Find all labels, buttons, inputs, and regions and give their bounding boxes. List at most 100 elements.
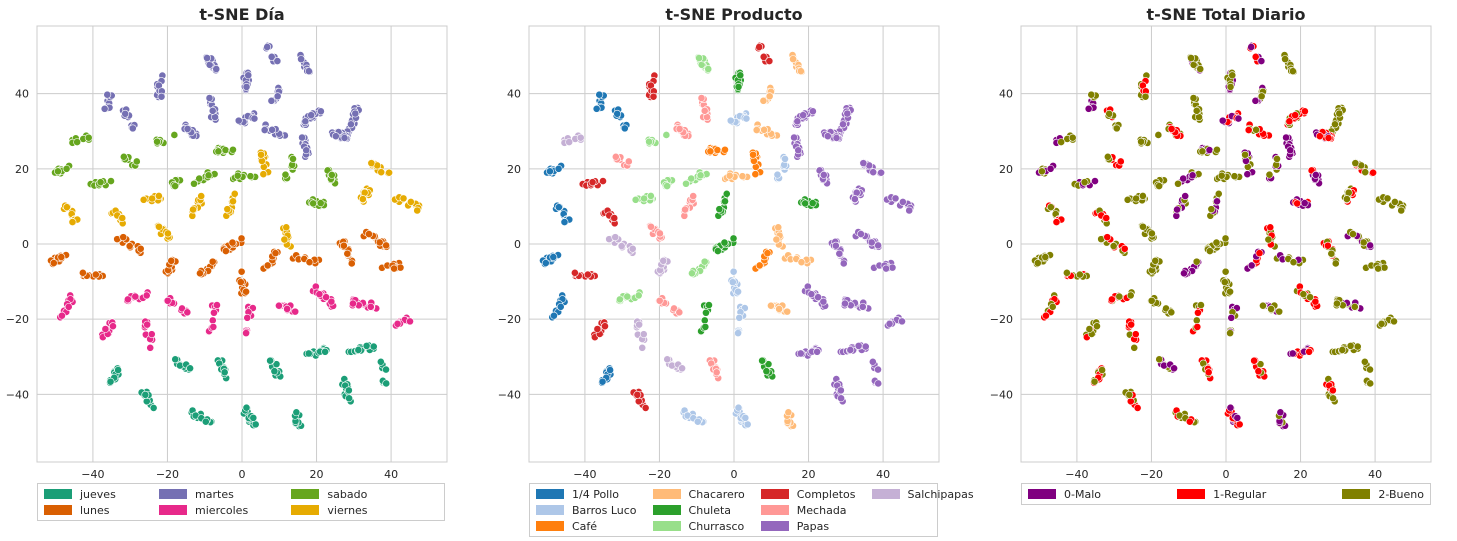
scatter-point [721, 145, 729, 154]
scatter-point [1102, 214, 1111, 222]
scatter-point [1138, 192, 1147, 200]
plot-frame [1020, 25, 1432, 463]
scatter-point [1361, 168, 1370, 177]
scatter-point [164, 229, 172, 238]
scatter-point [1093, 322, 1101, 331]
legend-swatch [291, 489, 320, 499]
scatter-point [546, 167, 554, 176]
scatter-point [823, 132, 832, 141]
scatter-point [700, 106, 709, 115]
scatter-point [149, 404, 158, 412]
scatter-point [1123, 195, 1132, 204]
scatter-point [304, 67, 313, 76]
scatter-point [763, 249, 772, 258]
scatter-point [1139, 222, 1147, 231]
x-tick-label: 0 [239, 468, 246, 480]
scatter-point [1218, 116, 1227, 125]
scatter-point [705, 301, 713, 309]
scatter-point [106, 377, 115, 386]
scatter-point [1366, 241, 1375, 250]
y-tick-label: 20 [15, 163, 29, 176]
scatter-point [270, 367, 279, 376]
scatter-point [399, 194, 408, 203]
scatter-point [244, 71, 253, 80]
scatter-point [700, 257, 709, 266]
scatter-point [237, 267, 246, 276]
scatter-point [213, 301, 221, 309]
plot-panel-total-diario: −40 −20 0 20 40 −40 −20 0 20 40 [990, 25, 1432, 480]
scatter-point [1235, 420, 1244, 429]
scatter-point [819, 297, 828, 306]
scatter-point [275, 301, 283, 310]
scatter-point [221, 247, 230, 255]
legend-item: Churrasco [652, 519, 745, 533]
scatter-point [271, 249, 280, 258]
scatter-point [170, 131, 179, 139]
scatter-point [349, 299, 357, 308]
scatter-point [1293, 199, 1302, 208]
scatter-point [832, 134, 841, 142]
scatter-point [1207, 205, 1216, 214]
scatter-point [617, 242, 626, 250]
scatter-point [592, 104, 601, 113]
scatter-point [869, 168, 878, 177]
legend-label: miercoles [195, 503, 249, 517]
scatter-point [354, 346, 363, 354]
scatter-point [1091, 177, 1099, 185]
legend-swatch [159, 489, 188, 499]
scatter-point [837, 394, 845, 403]
scatter-point [1380, 263, 1389, 272]
scatter-point [283, 305, 292, 313]
scatter-point [1154, 131, 1163, 139]
scatter-point [242, 403, 251, 412]
scatter-point [774, 223, 783, 232]
scatter-point [1087, 90, 1096, 99]
scatter-point [755, 261, 764, 270]
scatter-point [307, 111, 316, 120]
scatter-point [1288, 67, 1297, 76]
scatter-point [1351, 159, 1360, 168]
scatter-point [1197, 301, 1205, 309]
scatter-point [1120, 244, 1129, 253]
scatter-point [223, 205, 232, 214]
scatter-point [382, 379, 391, 388]
y-tick-label: −40 [990, 388, 1013, 401]
scatter-point [143, 320, 152, 329]
scatter-point [358, 195, 367, 203]
scatter-point [1350, 302, 1359, 311]
scatter-point [171, 182, 180, 191]
scatter-point [125, 242, 134, 250]
scatter-point [64, 302, 73, 311]
scatter-point [701, 322, 710, 331]
scatter-point [212, 65, 221, 73]
scatter-point [1252, 125, 1261, 134]
scatter-point [760, 125, 769, 134]
scatter-point [1189, 60, 1198, 69]
scatter-point [1288, 349, 1297, 358]
scatter-point [554, 203, 563, 212]
scatter-point [123, 295, 132, 304]
scatter-point [764, 360, 773, 369]
scatter-point [1212, 238, 1221, 247]
scatter-point [167, 256, 176, 265]
y-tick-label: −40 [498, 388, 521, 401]
scatter-point [852, 188, 861, 197]
scatter-point [1226, 82, 1235, 91]
scatter-point [1192, 257, 1201, 266]
scatter-point [301, 117, 310, 126]
scatter-point [678, 364, 687, 373]
scatter-point [1057, 138, 1066, 146]
scatter-point [1130, 343, 1139, 352]
scatter-point [841, 299, 849, 308]
scatter-point [1315, 132, 1324, 141]
scatter-point [1323, 241, 1332, 250]
scatter-point [267, 96, 276, 105]
scatter-point [1233, 413, 1242, 422]
scatter-point [689, 192, 698, 200]
scatter-point [147, 330, 156, 339]
legend-item: viernes [291, 503, 394, 517]
x-tick-label: −20 [648, 468, 671, 480]
scatter-point [675, 308, 684, 317]
scatter-point [734, 403, 743, 412]
scatter-point [282, 223, 291, 232]
